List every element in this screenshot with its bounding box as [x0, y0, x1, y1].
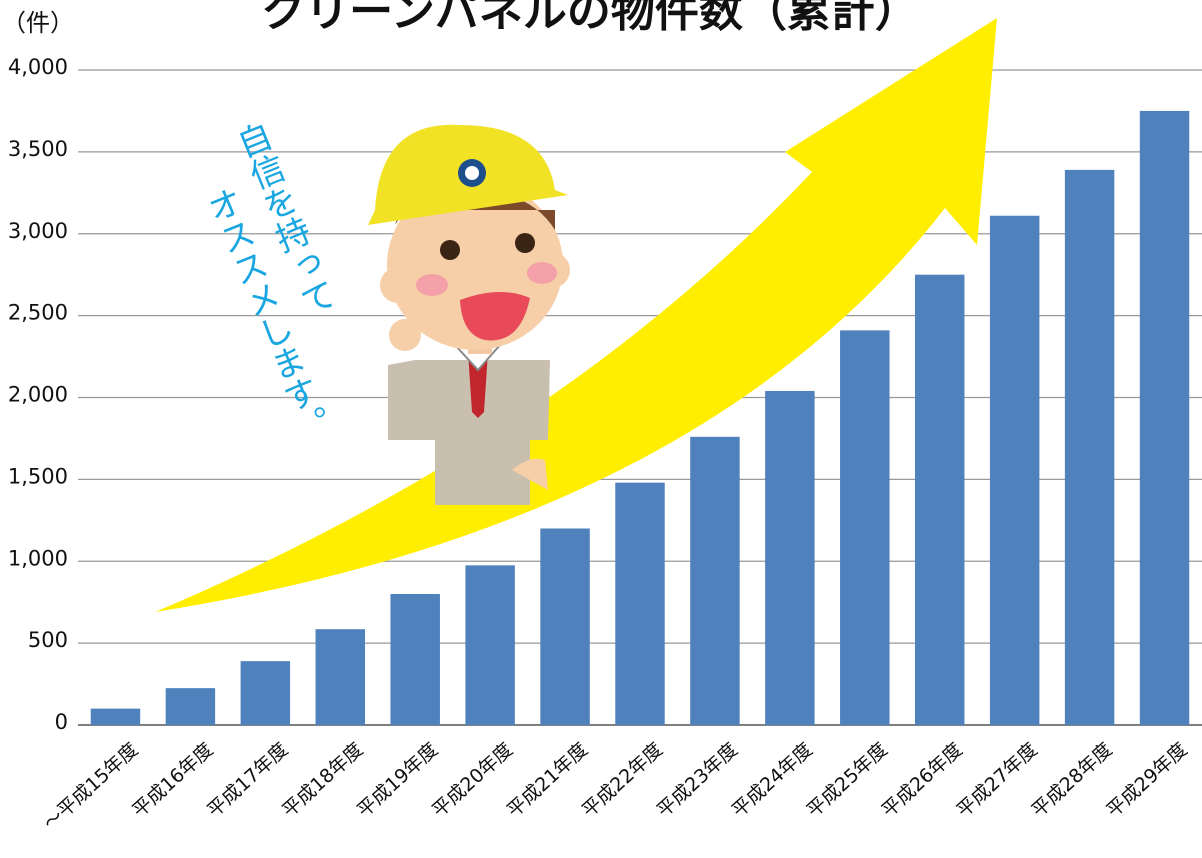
x-tick-label: 平成23年度: [653, 738, 742, 821]
x-tick-label: 平成24年度: [728, 738, 817, 821]
y-unit: （件）: [2, 9, 74, 37]
bar: [1140, 111, 1189, 725]
x-tick-label: 平成18年度: [278, 738, 367, 821]
bar: [915, 275, 964, 725]
bar: [166, 688, 215, 725]
y-tick-label: 1,500: [8, 464, 68, 488]
x-tick-label: 平成20年度: [428, 738, 517, 821]
x-tick-label: ～平成15年度: [39, 738, 142, 834]
x-tick-label: 平成27年度: [953, 738, 1042, 821]
bar: [540, 529, 589, 726]
chart: クリーンパネルの物件数（累計） （件） 0 500 1,000 1,500 2,000 2…: [0, 0, 1202, 858]
x-tick-label: 平成25年度: [803, 738, 892, 821]
bar: [990, 216, 1039, 725]
bar: [91, 709, 140, 725]
bar: [241, 661, 290, 725]
chart-title: クリーンパネルの物件数（累計）: [261, 0, 919, 37]
y-tick-label: 500: [28, 628, 68, 652]
x-tick-label: 平成17年度: [203, 738, 292, 821]
x-tick-label: 平成19年度: [353, 738, 442, 821]
bar: [1065, 170, 1114, 725]
x-tick-label: 平成29年度: [1102, 738, 1191, 821]
bar: [690, 437, 739, 725]
y-tick-label: 3,000: [8, 219, 68, 243]
x-tick-label: 平成28年度: [1027, 738, 1116, 821]
bar: [316, 629, 365, 725]
x-tick-label: 平成26年度: [878, 738, 967, 821]
y-tick-label: 0: [55, 710, 68, 734]
bar: [840, 330, 889, 725]
y-tick-label: 4,000: [8, 55, 68, 79]
x-tick-label: 平成16年度: [128, 738, 217, 821]
bar: [615, 483, 664, 725]
x-tick-label: 平成21年度: [503, 738, 592, 821]
y-tick-label: 2,000: [8, 383, 68, 407]
y-tick-label: 1,000: [8, 546, 68, 570]
x-tick-label: 平成22年度: [578, 738, 667, 821]
y-tick-label: 2,500: [8, 301, 68, 325]
bar: [390, 594, 439, 725]
bar: [465, 565, 514, 725]
y-tick-label: 3,500: [8, 137, 68, 161]
bar: [765, 391, 814, 725]
